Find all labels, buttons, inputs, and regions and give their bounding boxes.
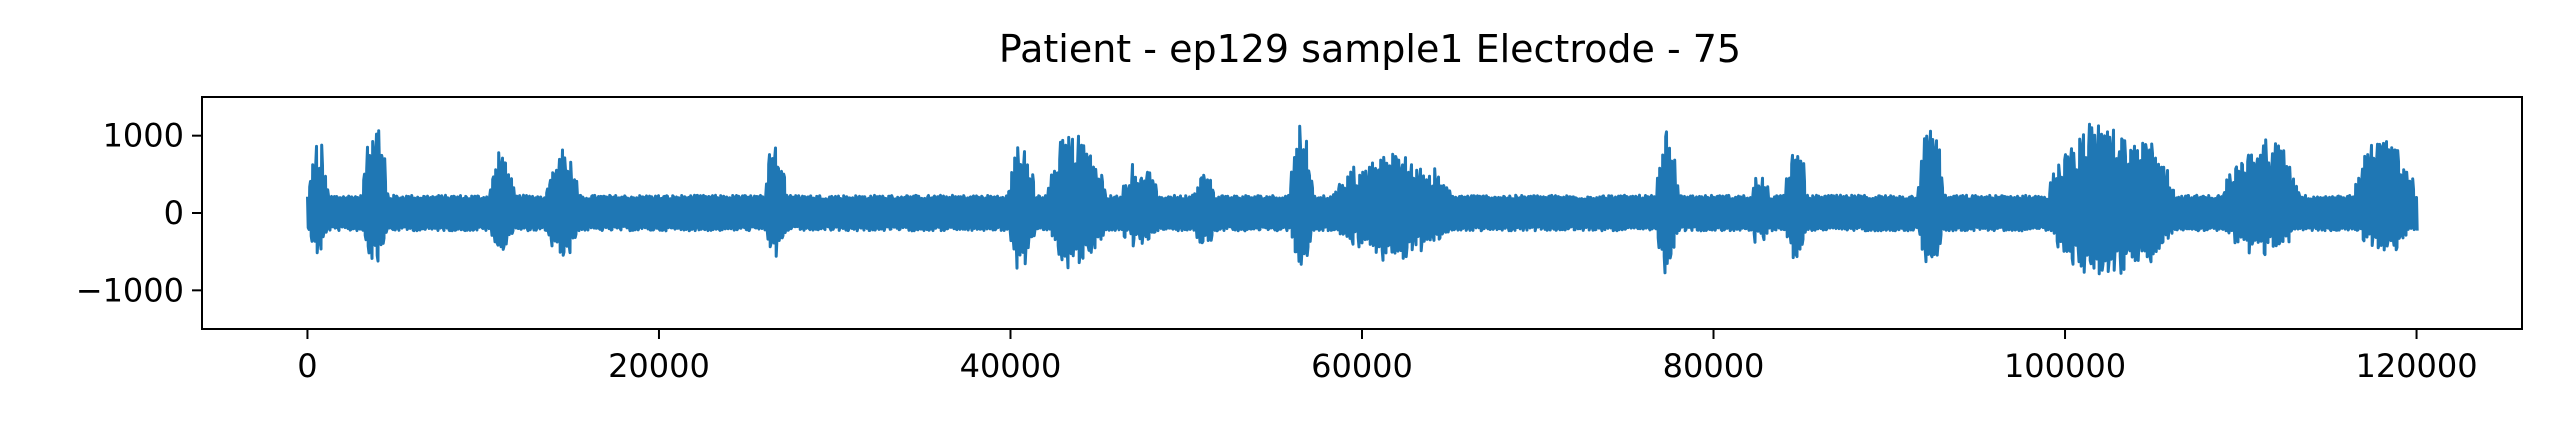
x-tick-label: 60000 xyxy=(1311,347,1413,385)
x-tick-label: 100000 xyxy=(2004,347,2126,385)
y-tick-label: 1000 xyxy=(103,117,184,155)
x-tick-label: 120000 xyxy=(2355,347,2477,385)
x-tick-label: 20000 xyxy=(608,347,710,385)
x-tick-label: 0 xyxy=(297,347,317,385)
x-axis-ticks: 0 20000 40000 60000 80000 100000 120000 xyxy=(297,329,2478,385)
y-axis-ticks: 1000 0 −1000 xyxy=(76,117,202,309)
signal-line xyxy=(306,122,2419,276)
chart-title: Patient - ep129 sample1 Electrode - 75 xyxy=(999,27,1741,71)
y-tick-label: −1000 xyxy=(76,271,184,309)
x-tick-label: 40000 xyxy=(960,347,1062,385)
signal-series-group xyxy=(306,122,2419,276)
y-tick-label: 0 xyxy=(164,194,184,232)
x-tick-label: 80000 xyxy=(1663,347,1765,385)
